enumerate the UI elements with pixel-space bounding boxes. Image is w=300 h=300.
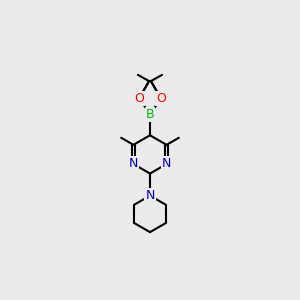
Text: B: B [146,108,154,121]
Text: O: O [156,92,166,105]
Text: O: O [134,92,144,105]
Text: N: N [145,189,155,202]
Text: N: N [129,158,138,170]
Text: N: N [145,189,155,202]
Text: N: N [162,158,171,170]
